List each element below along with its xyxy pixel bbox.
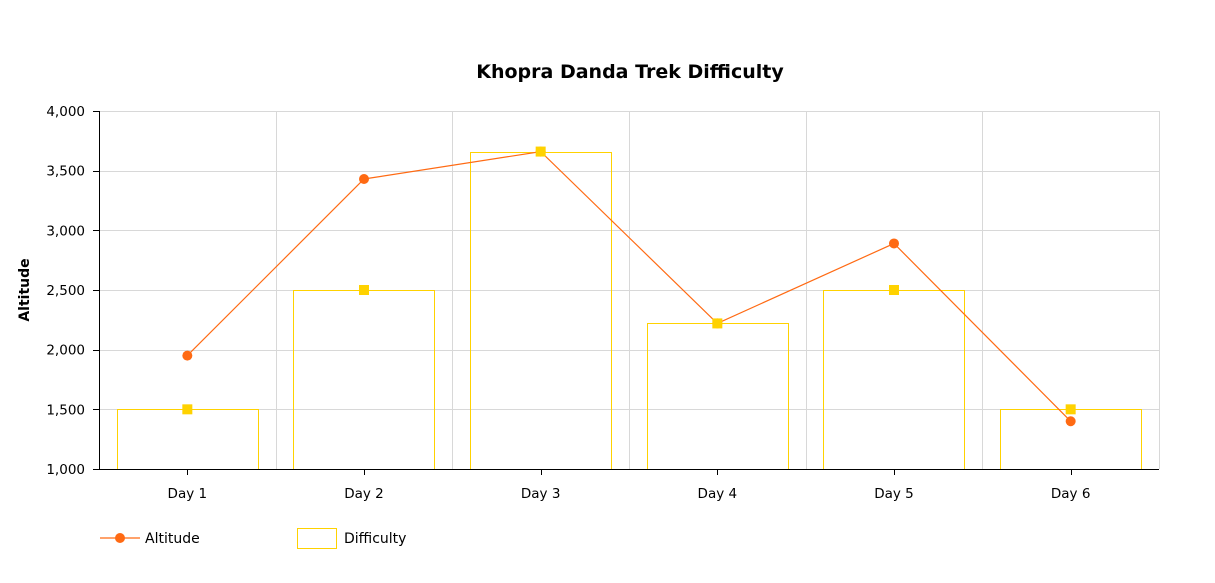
tick-labels: 1,000 1,500 2,000 2,500 3,000 3,500 4,000 Day 1… [46,104,1090,502]
x-tick-label: Day 3 [521,486,561,502]
legend: Altitude Difficulty [100,528,406,549]
difficulty-marker [889,285,899,295]
y-tick-label: 3,500 [46,164,85,180]
chart-title: Khopra Danda Trek Difficulty [476,61,784,83]
y-tick-label: 2,500 [46,283,85,299]
difficulty-marker [535,146,546,157]
y-tick-label: 1,500 [46,402,85,418]
legend-altitude-label: Altitude [145,531,200,547]
altitude-point [359,174,369,185]
y-tick-label: 4,000 [46,104,85,120]
difficulty-marker [359,285,369,295]
axes [93,111,1159,475]
x-tick-label: Day 6 [1051,486,1091,502]
difficulty-bar [293,290,435,470]
x-tick-label: Day 4 [698,486,738,502]
x-tick-label: Day 5 [874,486,914,502]
y-tick-label: 1,000 [46,462,85,478]
x-tick-label: Day 1 [168,486,208,502]
altitude-point [889,238,899,249]
y-axis-label: Altitude [17,258,33,321]
legend-difficulty-swatch [297,528,337,549]
x-tick-label: Day 2 [344,486,384,502]
difficulty-bar [823,290,965,470]
difficulty-bar [647,323,789,470]
y-tick-label: 2,000 [46,343,85,359]
altitude-line-path [186,150,1072,422]
y-tick-label: 3,000 [46,223,85,239]
difficulty-bar [117,409,259,470]
legend-altitude-marker [115,533,125,543]
difficulty-marker [712,318,723,329]
difficulty-marker [1065,404,1076,415]
difficulty-marker [182,404,193,415]
legend-difficulty-label: Difficulty [344,531,406,547]
altitude-line [182,146,1076,427]
altitude-point [1065,416,1076,427]
altitude-point [182,350,193,361]
grid [99,111,1160,469]
